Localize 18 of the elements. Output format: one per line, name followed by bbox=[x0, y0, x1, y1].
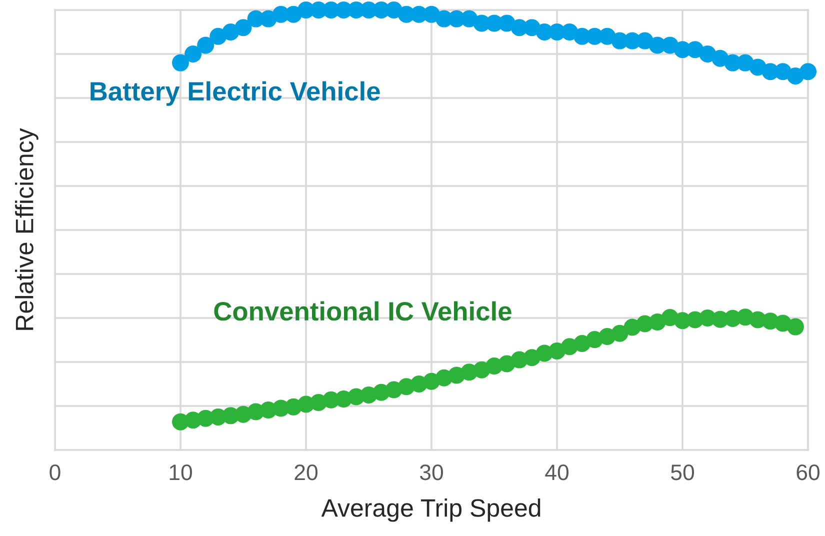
x-tick-label: 60 bbox=[796, 464, 820, 480]
x-tick-label: 0 bbox=[50, 464, 60, 480]
x-tick-label: 40 bbox=[545, 464, 568, 480]
x-axis-title: Average Trip Speed bbox=[321, 498, 540, 522]
series-label: Conventional IC Vehicle bbox=[214, 301, 512, 321]
x-tick-label: 30 bbox=[420, 464, 443, 480]
x-tick-label: 10 bbox=[170, 464, 192, 480]
point bbox=[184, 45, 202, 63]
y-axis-title: Relative Efficiency bbox=[15, 128, 38, 330]
point bbox=[786, 318, 804, 336]
point bbox=[197, 36, 214, 54]
point bbox=[611, 324, 628, 342]
series-label: Battery Electric Vehicle bbox=[90, 81, 380, 106]
x-tick-label: 20 bbox=[294, 464, 318, 480]
x-tick-label: 50 bbox=[671, 464, 694, 480]
point bbox=[799, 63, 817, 80]
point bbox=[172, 54, 190, 72]
point bbox=[234, 19, 252, 36]
